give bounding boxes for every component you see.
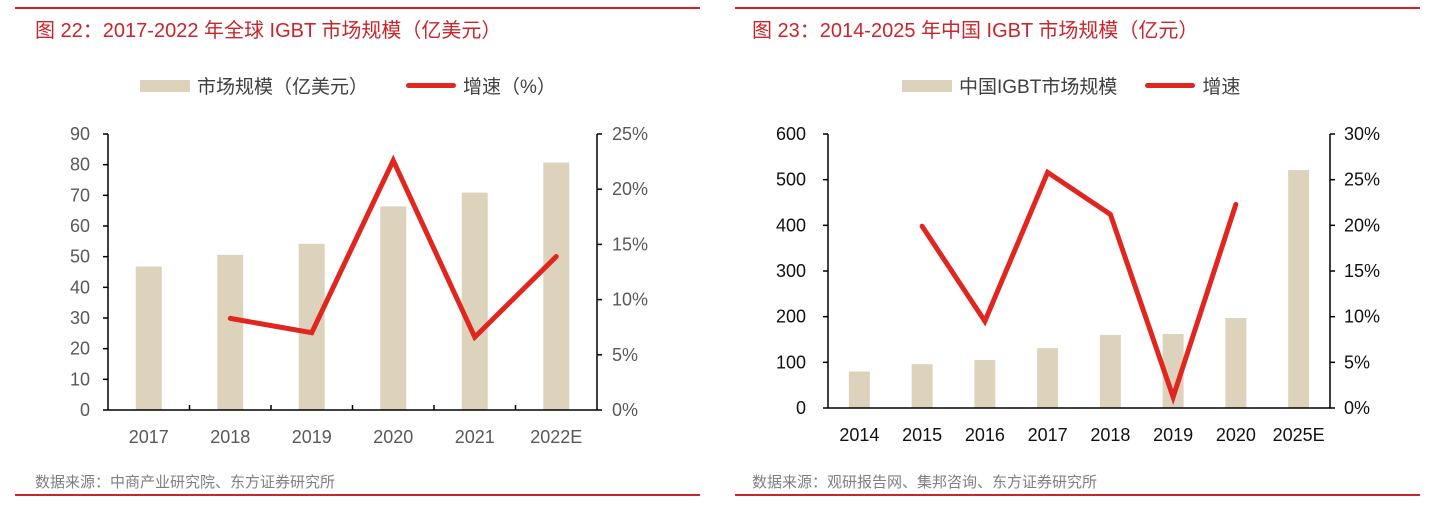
left-tick-label: 60 — [70, 216, 90, 236]
right-tick-label: 5% — [1344, 352, 1370, 372]
x-tick-label: 2015 — [902, 425, 942, 445]
legend-right: 中国IGBT市场规模 增速 — [902, 72, 1240, 99]
x-tick-label: 2016 — [965, 425, 1005, 445]
growth-line — [919, 168, 1239, 405]
left-tick-label: 90 — [70, 124, 90, 144]
right-tick-label: 0% — [1344, 398, 1370, 418]
left-tick-label: 600 — [776, 124, 806, 144]
bar-2014 — [848, 371, 870, 408]
x-tick-label: 2020 — [373, 427, 413, 447]
left-tick-label: 20 — [70, 339, 90, 359]
top-rule-right — [735, 7, 1420, 9]
legend-bar-label: 市场规模（亿美元） — [197, 77, 369, 98]
bar-2022E — [543, 162, 570, 410]
left-tick-label: 200 — [776, 307, 806, 327]
source-left: 数据来源：中商产业研究院、东方证券研究所 — [35, 474, 336, 491]
right-tick-label: 15% — [612, 234, 648, 254]
left-tick-label: 300 — [776, 261, 806, 281]
left-tick-label: 0 — [80, 400, 90, 420]
legend-bar-swatch — [140, 79, 190, 92]
legend-line-swatch — [406, 83, 457, 88]
bar-2025E — [1288, 170, 1310, 408]
left-tick-label: 100 — [776, 352, 806, 372]
bottom-rule-left — [15, 494, 700, 496]
right-tick-label: 25% — [1344, 170, 1380, 190]
legend-left: 市场规模（亿美元） 增速（%） — [140, 72, 556, 99]
chart-title-left: 图 22：2017-2022 年全球 IGBT 市场规模（亿美元） — [35, 20, 502, 42]
bar-2020 — [380, 206, 407, 410]
bar-2016 — [974, 360, 996, 408]
bar-2017 — [135, 266, 162, 410]
legend-line-label: 增速（%） — [463, 77, 556, 98]
x-tick-label: 2019 — [1153, 425, 1193, 445]
x-tick-label: 2021 — [455, 427, 495, 447]
left-tick-label: 500 — [776, 170, 806, 190]
right-tick-label: 20% — [612, 179, 648, 199]
bar-2021 — [461, 192, 488, 410]
x-tick-label: 2019 — [292, 427, 332, 447]
x-tick-label: 2018 — [210, 427, 250, 447]
left-tick-label: 50 — [70, 247, 90, 267]
x-tick-label: 2025E — [1273, 425, 1325, 445]
right-tick-label: 15% — [1344, 261, 1380, 281]
x-tick-label: 2018 — [1090, 425, 1130, 445]
right-tick-label: 25% — [612, 124, 648, 144]
legend-bar-swatch — [902, 79, 952, 92]
bar-2019 — [1162, 334, 1184, 408]
right-tick-label: 5% — [612, 345, 638, 365]
left-tick-label: 30 — [70, 308, 90, 328]
right-tick-label: 10% — [612, 290, 648, 310]
legend-line-label: 增速 — [1202, 77, 1241, 98]
right-tick-label: 0% — [612, 400, 638, 420]
left-tick-label: 10 — [70, 369, 90, 389]
legend-bar-label: 中国IGBT市场规模 — [959, 77, 1118, 98]
source-right: 数据来源：观研报告网、集邦咨询、东方证券研究所 — [752, 474, 1098, 491]
legend-line-swatch — [1145, 83, 1196, 88]
right-tick-label: 30% — [1344, 124, 1380, 144]
x-tick-label: 2022E — [530, 427, 582, 447]
left-tick-label: 400 — [776, 215, 806, 235]
bar-2018 — [217, 254, 244, 410]
left-tick-label: 0 — [796, 398, 806, 418]
right-tick-label: 10% — [1344, 307, 1380, 327]
bar-2015 — [911, 364, 933, 408]
x-tick-label: 2020 — [1216, 425, 1256, 445]
right-tick-label: 20% — [1344, 215, 1380, 235]
bar-2018 — [1099, 334, 1121, 408]
top-rule-left — [15, 7, 700, 9]
x-tick-label: 2017 — [129, 427, 169, 447]
left-tick-label: 70 — [70, 185, 90, 205]
bottom-rule-right — [735, 494, 1420, 496]
bar-2020 — [1225, 318, 1247, 408]
bar-2017 — [1037, 348, 1059, 408]
x-tick-label: 2014 — [839, 425, 879, 445]
left-tick-label: 80 — [70, 155, 90, 175]
left-tick-label: 40 — [70, 277, 90, 297]
x-tick-label: 2017 — [1028, 425, 1068, 445]
chart-title-right: 图 23：2014-2025 年中国 IGBT 市场规模（亿元） — [752, 20, 1199, 42]
